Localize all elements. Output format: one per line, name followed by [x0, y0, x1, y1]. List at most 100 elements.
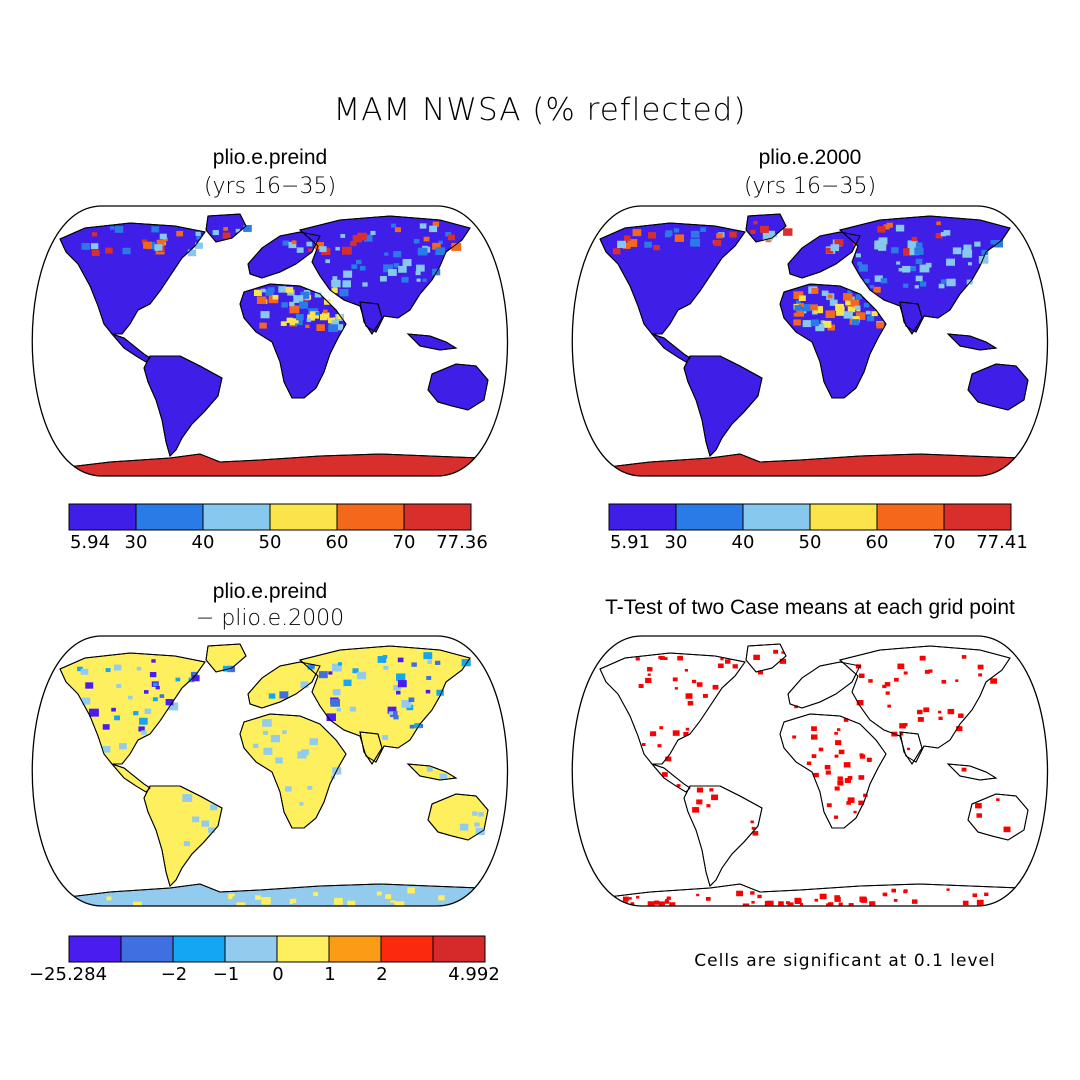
grid-cell	[116, 684, 122, 688]
grid-cell	[855, 664, 862, 669]
grid-cell	[859, 896, 867, 903]
grid-cell	[81, 697, 91, 705]
grid-cell	[716, 233, 723, 239]
grid-cell	[144, 708, 152, 714]
grid-cell	[811, 287, 819, 294]
map-panel-2000	[571, 205, 1049, 477]
grid-cell	[696, 799, 703, 805]
grid-cell	[339, 289, 349, 297]
coastline	[59, 453, 508, 476]
grid-cell	[165, 699, 174, 706]
grid-cell	[796, 300, 801, 305]
grid-cell	[356, 671, 367, 680]
grid-cell	[394, 901, 405, 906]
grid-cell	[802, 320, 812, 328]
grid-cell	[928, 669, 933, 673]
grid-cell	[717, 663, 724, 669]
grid-cell	[397, 657, 404, 663]
grid-cell	[253, 743, 259, 748]
grid-cell	[228, 893, 235, 900]
grid-cell	[660, 656, 665, 660]
continent-landmass	[599, 652, 746, 765]
grid-cell	[974, 241, 981, 247]
continent-landmass	[683, 355, 763, 457]
grid-cell	[899, 723, 906, 729]
grid-cell	[866, 315, 875, 322]
grid-cell	[198, 891, 207, 898]
grid-cell	[263, 730, 269, 735]
grid-cell	[700, 227, 706, 232]
grid-cell	[785, 901, 790, 905]
grid-cell	[753, 220, 758, 225]
grid-cell	[666, 896, 671, 900]
grid-cell	[413, 239, 420, 244]
grid-cell	[897, 663, 905, 670]
grid-cell	[720, 657, 724, 661]
grid-cell	[182, 794, 193, 802]
grid-cell	[963, 244, 972, 251]
grid-cell	[255, 895, 261, 900]
grid-cell	[617, 240, 627, 248]
grid-cell	[911, 899, 918, 904]
grid-cell	[402, 258, 412, 267]
grid-cell	[423, 236, 430, 242]
grid-cell	[388, 711, 393, 715]
grid-cell	[319, 246, 327, 252]
colorbar-swatch	[135, 503, 204, 531]
grid-cell	[196, 235, 201, 240]
grid-cell	[859, 754, 866, 759]
coastline	[745, 643, 787, 673]
grid-cell	[824, 764, 831, 770]
grid-cell	[787, 902, 794, 906]
colorbar-swatch	[876, 503, 945, 531]
colorbar-tick-label: 0	[272, 964, 284, 985]
grid-cell	[893, 898, 898, 902]
grid-cell	[328, 324, 338, 333]
grid-cell	[622, 896, 629, 902]
grid-cell	[390, 900, 396, 905]
grid-cell	[478, 812, 484, 817]
grid-cell	[438, 895, 445, 901]
coastline	[967, 793, 1029, 841]
grid-cell	[416, 278, 421, 282]
grid-cell	[962, 249, 973, 258]
colorbar-tick-label: 60	[865, 532, 889, 553]
grid-cell	[332, 286, 338, 290]
grid-cell	[843, 762, 851, 768]
grid-cell	[176, 230, 184, 237]
grid-cell	[958, 713, 964, 718]
grid-cell	[439, 773, 448, 780]
grid-cell	[301, 749, 309, 756]
continent-landmass	[650, 762, 691, 793]
colorbar-swatch	[336, 503, 405, 531]
continent-landmass	[247, 231, 321, 279]
coastline	[59, 883, 508, 906]
grid-cell	[847, 776, 853, 780]
grid-cell	[868, 679, 873, 683]
grid-cell	[286, 317, 294, 323]
colorbar-tick-label: 30	[664, 532, 688, 553]
grid-cell	[153, 682, 158, 687]
coastline	[683, 355, 763, 457]
grid-cell	[975, 803, 982, 809]
grid-cell	[753, 654, 760, 660]
grid-cell	[159, 694, 165, 698]
grid-cell	[818, 747, 824, 752]
grid-cell	[414, 723, 421, 729]
map-frame	[571, 205, 1049, 477]
grid-cell	[396, 673, 406, 681]
grid-cell	[914, 247, 924, 255]
grid-cell	[854, 305, 861, 311]
coastline	[143, 355, 223, 457]
grid-cell	[961, 655, 967, 659]
grid-cell	[332, 276, 338, 281]
grid-cell	[472, 811, 478, 816]
grid-cell	[647, 673, 651, 676]
grid-cell	[627, 239, 638, 247]
coastline	[406, 333, 458, 351]
grid-cell	[869, 901, 876, 906]
grid-cell	[307, 314, 315, 321]
grid-cell	[993, 239, 1004, 248]
grid-cell	[332, 689, 341, 696]
grid-cell	[426, 767, 433, 772]
